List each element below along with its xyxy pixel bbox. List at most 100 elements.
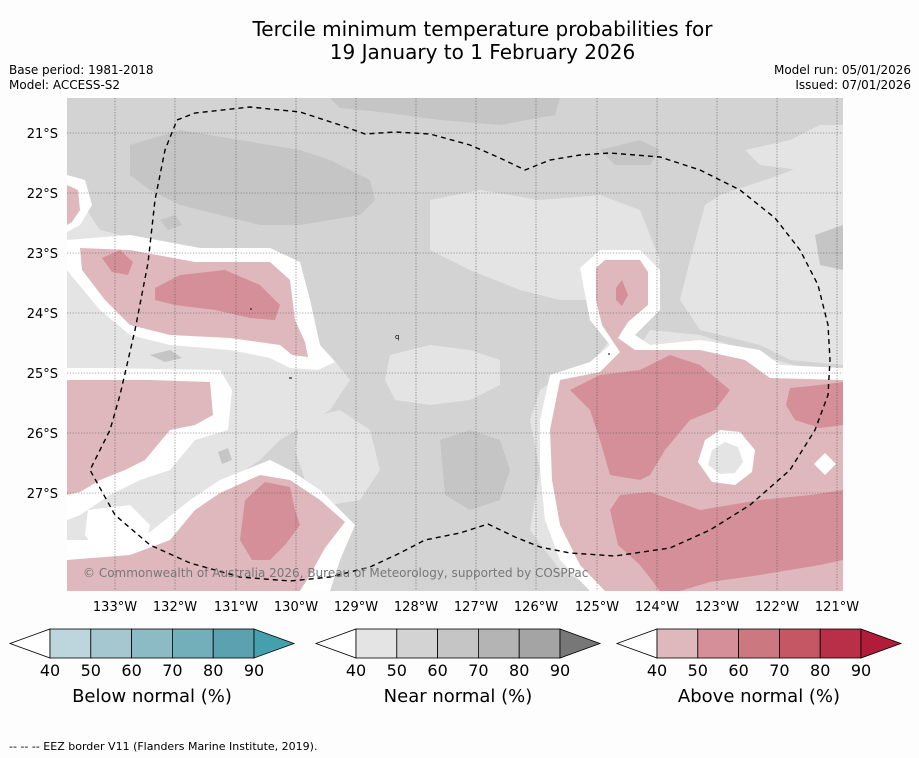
eez-border <box>89 106 831 582</box>
colorbar-min-extend <box>615 628 658 659</box>
colorbar-segment <box>819 628 862 659</box>
base-period: Base period: 1981-2018 <box>9 63 154 77</box>
title-line-1: Tercile minimum temperature probabilitie… <box>252 17 713 41</box>
above-normal-50-southeast <box>610 490 843 591</box>
colorbar-below-normal: 40 50 60 70 80 90 <box>8 628 296 680</box>
lat-label: 22°S <box>27 187 58 202</box>
colorbar-tick: 60 <box>121 661 141 680</box>
colorbar-tick: 80 <box>810 661 830 680</box>
model-name: Model: ACCESS-S2 <box>9 78 121 92</box>
colorbar-segment <box>437 628 479 659</box>
colorbar-tick: 40 <box>40 661 60 680</box>
colorbar-segment <box>212 628 255 659</box>
lon-label: 129°W <box>334 600 378 615</box>
colorbar-tick: 60 <box>427 661 447 680</box>
near-normal-60-region-4 <box>815 225 843 270</box>
near-normal-label: Near normal (%) <box>383 686 533 707</box>
lon-label: 121°W <box>815 600 859 615</box>
above-normal-50-west-small <box>102 250 133 275</box>
near-normal-60-region <box>130 130 375 225</box>
colorbar-tick: 90 <box>851 661 871 680</box>
colorbar-tick: 90 <box>244 661 264 680</box>
latitude-labels: 21°S 22°S 23°S 24°S 25°S 26°S 27°S <box>27 127 58 502</box>
colorbar-segment <box>396 628 438 659</box>
lon-label: 128°W <box>394 600 438 615</box>
near-normal-50-patch-4 <box>67 285 100 370</box>
lon-label: 131°W <box>214 600 258 615</box>
above-normal-40-northwest <box>67 185 80 225</box>
above-normal-40-southwest <box>67 380 213 495</box>
near-normal-60-region-2 <box>330 98 560 125</box>
run-info-left: Base period: 1981-2018 Model: ACCESS-S2 <box>9 63 154 93</box>
colorbar-max-extend <box>253 628 296 659</box>
colorbar-tick: 40 <box>346 661 366 680</box>
lat-label: 21°S <box>27 127 58 142</box>
below-normal-label: Below normal (%) <box>72 686 232 707</box>
near-normal-50-patch-3 <box>745 125 843 170</box>
lat-label: 24°S <box>27 307 58 322</box>
colorbar-segment <box>656 628 699 659</box>
longitude-labels: 133°W 132°W 131°W 130°W 129°W 128°W 127°… <box>93 600 859 615</box>
lon-label: 126°W <box>514 600 558 615</box>
colorbar-tick: 50 <box>688 661 708 680</box>
colorbar-segment <box>131 628 173 659</box>
colorbar-max-extend <box>559 628 602 659</box>
lon-label: 133°W <box>93 600 137 615</box>
colorbar-tick: 40 <box>647 661 667 680</box>
colorbar-tick: 70 <box>468 661 488 680</box>
above-normal-50-east <box>570 355 730 480</box>
map-title: Tercile minimum temperature probabilitie… <box>0 18 919 64</box>
gridlines <box>67 98 843 591</box>
above-normal-50-northeast-small <box>616 280 628 306</box>
lat-label: 26°S <box>27 427 58 442</box>
lon-label: 127°W <box>454 600 498 615</box>
copyright-text: © Commonwealth of Australia 2026, Bureau… <box>83 566 588 580</box>
colorbar-max-extend <box>860 628 903 659</box>
eez-legend: -- -- -- EEZ border V11 (Flanders Marine… <box>9 740 318 753</box>
colorbar-min-extend <box>314 628 357 659</box>
colorbar-tick: 90 <box>550 661 570 680</box>
white-diamond <box>814 453 836 475</box>
colorbar-above-normal: 40 50 60 70 80 90 <box>615 628 903 680</box>
colorbar-segment <box>738 628 780 659</box>
lat-label: 25°S <box>27 367 58 382</box>
lat-label: 23°S <box>27 247 58 262</box>
near-normal-60-region-5 <box>440 430 510 510</box>
colorbar-segment <box>355 628 398 659</box>
colorbar-tick: 70 <box>162 661 182 680</box>
colorbar-segment <box>90 628 133 659</box>
colorbar-segment <box>779 628 821 659</box>
colorbar-tick: 70 <box>769 661 789 680</box>
near-normal-50-patch-2 <box>385 345 500 405</box>
colorbar-segment <box>697 628 739 659</box>
colorbar-segment <box>49 628 92 659</box>
colorbar-segment <box>171 628 214 659</box>
near-normal-50-patch-5 <box>295 410 380 505</box>
above-normal-50-south <box>240 482 300 560</box>
colorbar-segment <box>518 628 561 659</box>
island-marker: q <box>395 333 399 341</box>
lon-label: 123°W <box>695 600 739 615</box>
lon-label: 132°W <box>153 600 197 615</box>
near-normal-60-region-3 <box>600 140 660 165</box>
colorbar-tick: 80 <box>509 661 529 680</box>
lon-label: 122°W <box>755 600 799 615</box>
issued-date: Issued: 07/01/2026 <box>795 78 911 92</box>
colorbar-tick: 50 <box>387 661 407 680</box>
white-buffer-southwest-2 <box>85 505 150 555</box>
model-run-date: Model run: 05/01/2026 <box>773 63 911 77</box>
near-normal-60-region-6 <box>160 215 182 230</box>
lon-label: 125°W <box>575 600 619 615</box>
colorbar-tick: 80 <box>203 661 223 680</box>
colorbar-segment <box>477 628 520 659</box>
above-normal-50-west <box>155 270 280 320</box>
lon-label: 124°W <box>635 600 679 615</box>
near-normal-60-region-8 <box>218 448 232 464</box>
run-info-right: Model run: 05/01/2026 Issued: 07/01/2026 <box>774 63 911 93</box>
near-normal-60-region-7 <box>150 350 182 362</box>
above-normal-label: Above normal (%) <box>677 686 841 707</box>
lat-label: 27°S <box>27 487 58 502</box>
title-line-2: 19 January to 1 February 2026 <box>329 40 636 64</box>
lon-label: 130°W <box>274 600 318 615</box>
